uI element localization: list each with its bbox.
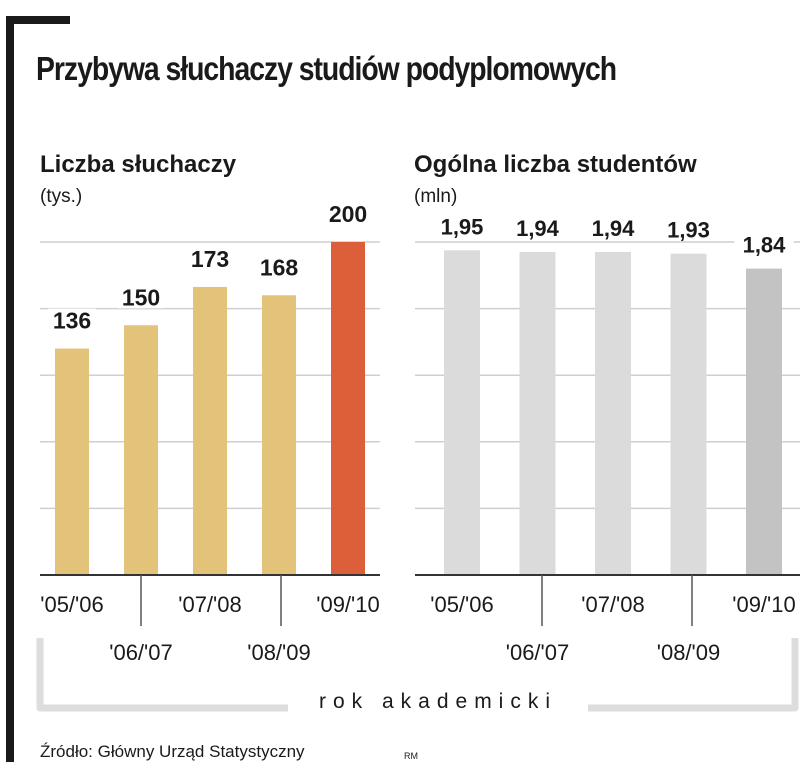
right-value-label-bg-1 [432,215,492,238]
right-panel-title: Ogólna liczba studentów [414,151,697,178]
left-value-label-2: 150 [122,284,160,310]
left-bar-5 [331,242,365,575]
left-category-label-3: '07/'08 [178,592,241,617]
x-axis-caption: rok akademicki [288,690,588,714]
frame-left-rule [6,16,14,762]
source-note: Źródło: Główny Urząd Statystyczny [40,742,305,761]
right-category-label-4: '08/'09 [657,640,720,665]
right-bar-3 [595,251,631,576]
right-value-label-2: 1,94 [516,216,560,241]
right-category-label-1: '05/'06 [430,592,493,617]
left-bar-2 [124,325,158,575]
right-category-label-5: '09/'10 [732,592,795,617]
left-category-label-4: '08/'09 [247,640,310,665]
left-value-label-bg-3 [186,246,234,270]
left-category-label-1: '05/'06 [40,592,103,617]
left-value-label-4: 168 [260,254,299,280]
right-bar-5 [746,268,782,575]
right-value-label-4: 1,93 [667,218,710,243]
right-value-label-3: 1,94 [592,216,636,241]
left-value-label-bg-1 [48,308,96,332]
left-panel-unit: (tys.) [40,186,83,207]
left-value-label-bg-5 [324,202,372,225]
right-value-label-bg-5 [734,233,794,256]
left-value-label-bg-4 [255,255,303,279]
left-panel-title: Liczba słuchaczy [40,151,237,178]
right-category-label-3: '07/'08 [581,592,644,617]
right-category-label-2: '06/'07 [506,640,569,665]
left-bar-1 [55,348,89,575]
left-value-label-3: 173 [191,246,229,272]
right-value-label-bg-2 [508,216,567,239]
left-bar-3 [193,286,227,575]
right-value-label-bg-3 [583,216,643,239]
left-category-label-5: '09/'10 [316,592,379,617]
right-value-label-1: 1,95 [441,214,484,239]
chart-title: Przybywa słuchaczy studiów podyplomowych [36,50,617,87]
left-value-label-1: 136 [53,308,91,334]
left-bar-4 [262,295,296,575]
right-bar-1 [444,250,480,575]
right-panel-unit: (mln) [414,186,458,207]
right-value-label-bg-4 [659,218,718,241]
right-bar-2 [519,251,556,576]
right-value-label-5: 1,84 [743,233,787,258]
left-category-label-2: '06/'07 [109,640,172,665]
frame-top-rule [6,16,70,24]
right-bar-4 [670,253,707,575]
left-value-label-bg-2 [117,285,165,309]
author-credit: RM [404,751,418,761]
left-value-label-5: 200 [329,201,367,227]
